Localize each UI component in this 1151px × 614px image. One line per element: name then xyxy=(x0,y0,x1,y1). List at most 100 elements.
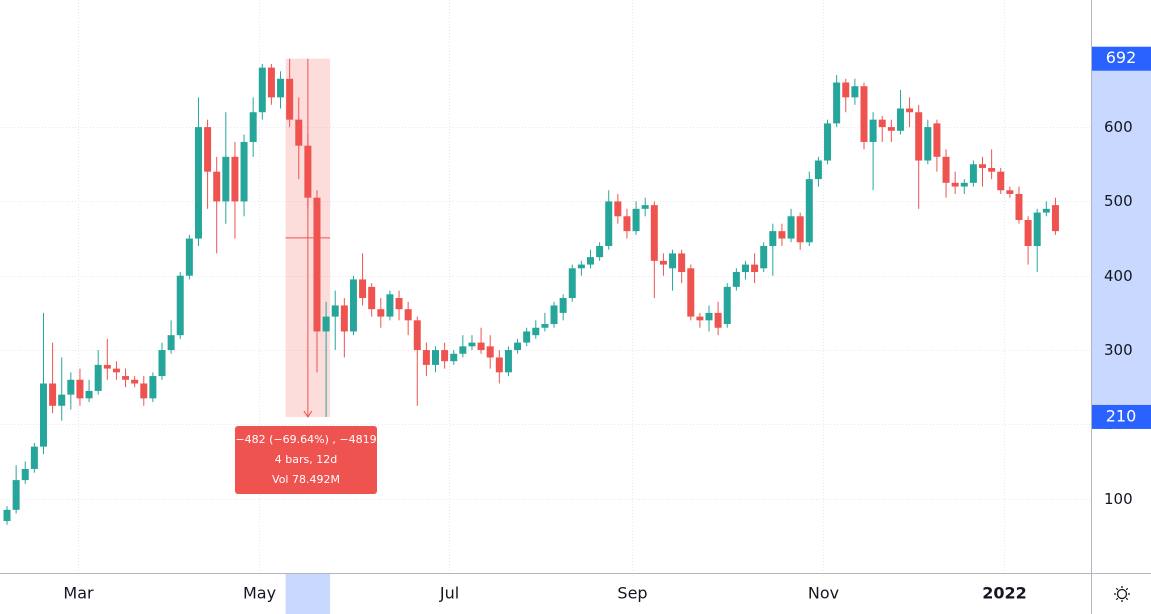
x-axis-range xyxy=(285,574,331,614)
candle-body xyxy=(1024,219,1032,246)
measure-bars: 4 bars, 12d xyxy=(275,453,337,466)
candle-body xyxy=(85,390,93,399)
candle-body xyxy=(176,275,184,336)
x-tick-label: Mar xyxy=(63,584,94,603)
candle-body xyxy=(277,78,285,98)
price-label-box xyxy=(1092,46,1151,71)
y-tick-label: 600 xyxy=(1104,118,1133,136)
candle-body xyxy=(495,357,503,373)
candle-body xyxy=(213,171,221,202)
candle-body xyxy=(896,108,904,131)
candle-body xyxy=(687,268,695,317)
candle-body xyxy=(906,108,914,113)
candle-body xyxy=(614,201,622,217)
candle-body xyxy=(131,379,139,384)
candle-body xyxy=(577,264,585,269)
candle-body xyxy=(39,383,47,447)
right-axis-range xyxy=(1092,58,1151,417)
settings-icon[interactable] xyxy=(1114,586,1130,602)
candle-body xyxy=(623,216,631,232)
candle-body xyxy=(295,119,303,146)
candle-body xyxy=(596,245,604,258)
candle-body xyxy=(568,268,576,299)
candle-body xyxy=(340,305,348,332)
candle-body xyxy=(103,364,111,369)
candle-body xyxy=(951,182,959,187)
candle-body xyxy=(969,164,977,183)
candle-body xyxy=(988,167,996,172)
candle-body xyxy=(12,480,20,510)
candle-body xyxy=(632,208,640,232)
candle-body xyxy=(322,316,330,332)
candle-body xyxy=(650,205,658,261)
settings-icon-rays xyxy=(1114,586,1130,602)
candle-body xyxy=(805,179,813,243)
candle-body xyxy=(331,305,339,317)
candle-body xyxy=(878,119,886,128)
candle-body xyxy=(167,335,175,351)
candle-body xyxy=(486,346,494,358)
candle-body xyxy=(286,78,294,120)
candle-body xyxy=(422,350,430,365)
candle-body xyxy=(21,468,29,481)
candle-body xyxy=(94,364,102,391)
candle-body xyxy=(158,350,166,377)
candle-body xyxy=(450,353,458,362)
candle-body xyxy=(751,264,759,273)
candle-body xyxy=(185,238,193,276)
candle-body xyxy=(413,320,421,351)
candle-body xyxy=(641,205,649,209)
candle-body xyxy=(605,201,613,246)
measure-tooltip xyxy=(235,426,377,494)
candle-body xyxy=(504,350,512,373)
candle-body xyxy=(258,67,266,113)
x-tick-label: May xyxy=(243,584,276,603)
candle-body xyxy=(924,127,932,161)
candle-body xyxy=(514,342,522,351)
candle-body xyxy=(386,294,394,317)
candle-body xyxy=(149,376,157,399)
candle-body xyxy=(559,298,567,313)
settings-icon-circle xyxy=(1116,588,1128,600)
candle-body xyxy=(30,446,38,469)
x-tick-label: Jul xyxy=(439,584,459,603)
candle-body xyxy=(814,160,822,180)
candle-body xyxy=(267,67,275,98)
candle-body xyxy=(441,350,449,362)
candle-body xyxy=(468,342,476,347)
candle-body xyxy=(231,156,239,202)
candle-body xyxy=(714,312,722,328)
candle-body xyxy=(732,272,740,287)
candle-body xyxy=(304,145,312,198)
candle-body xyxy=(368,286,376,310)
candle-body xyxy=(1042,208,1050,213)
measure-arrowhead xyxy=(303,410,313,418)
candle-body xyxy=(979,164,987,168)
candle-body xyxy=(459,346,467,354)
candle-body xyxy=(678,253,686,273)
price-label: 692 xyxy=(1106,48,1137,67)
candle-body xyxy=(1033,212,1041,246)
candle-body xyxy=(669,253,677,269)
candle-body xyxy=(960,182,968,187)
y-tick-label: 400 xyxy=(1104,267,1133,285)
y-tick-label: 300 xyxy=(1104,341,1133,359)
candle-body xyxy=(659,260,667,265)
candle-body xyxy=(194,127,202,239)
candle-body xyxy=(140,383,148,399)
candle-body xyxy=(359,279,367,299)
candle-body xyxy=(532,327,540,336)
candle-body xyxy=(58,394,66,406)
candle-body xyxy=(222,156,230,202)
candle-body xyxy=(842,82,850,98)
candle-body xyxy=(933,123,941,157)
candle-body xyxy=(240,141,248,202)
candle-body xyxy=(204,127,212,172)
candle-body xyxy=(395,298,403,310)
price-label: 210 xyxy=(1106,406,1137,425)
candle-body xyxy=(1051,205,1059,232)
x-tick-label: Nov xyxy=(808,584,839,603)
candle-body xyxy=(523,331,531,343)
candle-body xyxy=(76,379,84,399)
